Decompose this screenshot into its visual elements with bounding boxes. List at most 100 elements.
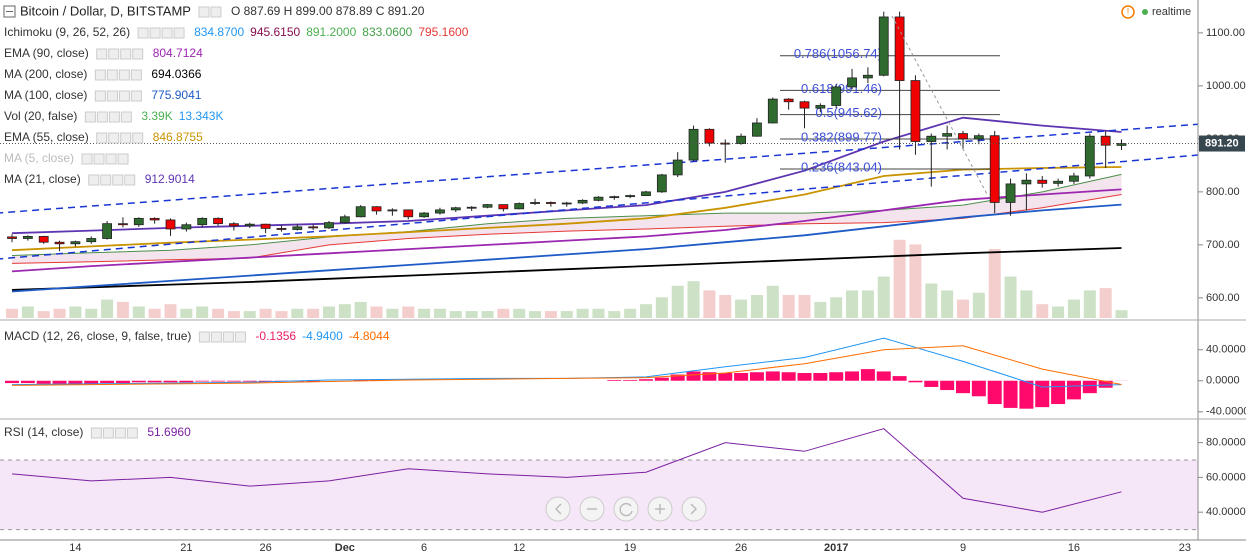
macd-histogram-bar [845, 371, 860, 381]
status-dot [1142, 9, 1148, 15]
legend-icon [96, 48, 108, 60]
candle-body [514, 203, 525, 210]
macd-histogram-bar [892, 376, 907, 381]
signal-line [11, 345, 1122, 386]
candle-body [609, 196, 620, 199]
volume-bar [655, 297, 668, 318]
volume-bar [750, 295, 763, 318]
y-tick-label: 700.00 [1206, 239, 1240, 251]
nav-button[interactable] [681, 496, 707, 522]
macd-histogram-bar [52, 380, 67, 384]
volume-bar [275, 311, 288, 318]
x-tick-label: 23 [1179, 542, 1191, 554]
volume-bar [909, 244, 922, 318]
volume-bar [21, 306, 34, 318]
macd-histogram-bar [607, 379, 622, 381]
y-tick-label: 1100.00 [1206, 27, 1245, 39]
candle-body [197, 217, 208, 226]
volume-bar [370, 306, 383, 318]
macd-histogram-bar [670, 374, 685, 381]
volume-bar [212, 308, 225, 318]
volume-bar [640, 304, 652, 318]
volume-bar [830, 297, 843, 318]
candle-body [466, 206, 477, 209]
volume-bar [402, 306, 415, 318]
status-icon-mark: ! [1127, 6, 1130, 16]
macd-histogram-bar [765, 371, 780, 381]
legend-value: -0.1356 [255, 329, 296, 343]
volume-bar [1004, 276, 1017, 318]
legend-value: 694.0366 [151, 67, 201, 81]
status-icon[interactable] [1121, 5, 1135, 19]
legend-value: 834.8700 [194, 25, 244, 39]
x-tick-label: 2017 [824, 542, 848, 554]
macd-histogram-bar [179, 380, 194, 383]
legend-name: Vol (20, false) [4, 109, 77, 123]
candle-body [260, 223, 271, 229]
x-tick-label: 16 [1068, 542, 1080, 554]
candle-body [118, 223, 128, 226]
candle-body [752, 122, 762, 137]
candle-body [847, 77, 857, 88]
collapse-icon[interactable] [3, 5, 16, 18]
candle-body [1005, 183, 1016, 203]
candle-body [482, 204, 493, 208]
candle-body [371, 206, 382, 212]
legend-value: 3.39K [141, 109, 172, 123]
volume-bar [972, 292, 985, 318]
ichimoku-span [11, 173, 1122, 256]
legend-icon [198, 6, 210, 18]
y-tick-label: 800.00 [1206, 186, 1240, 198]
indicator-line [11, 203, 1122, 293]
x-tick-label: 6 [421, 542, 427, 554]
legend-icon [96, 132, 108, 144]
legend-value: 833.0600 [362, 25, 412, 39]
candle-body [308, 226, 319, 229]
legend-icon [108, 111, 120, 123]
legend-icon [90, 427, 102, 439]
y-tick-label: 1000.00 [1206, 80, 1246, 92]
volume-bar [497, 308, 510, 318]
macd-histogram-bar [211, 380, 226, 382]
nav-icons [554, 502, 698, 517]
legend-icon [108, 48, 120, 60]
candle-body [831, 86, 842, 106]
nav-button[interactable] [613, 496, 639, 522]
legend-name: MA (200, close) [4, 67, 87, 81]
legend-name: MA (100, close) [4, 88, 87, 102]
nav-button[interactable] [545, 496, 571, 522]
candle-body [213, 217, 223, 225]
volume-bar [544, 311, 557, 318]
candle-body [435, 209, 445, 214]
macd-histogram-bar [686, 371, 701, 381]
macd-histogram-bar [639, 379, 653, 381]
candle-body [799, 101, 810, 109]
volume-bar [798, 295, 811, 318]
volume-bar [386, 308, 399, 318]
macd-histogram-bar [20, 380, 35, 384]
volume-bar [877, 276, 890, 318]
legend-icon [130, 90, 142, 102]
pane-title: MACD (12, 26, close, 9, false, true) [4, 329, 191, 343]
legend-icon [130, 69, 142, 81]
candle-body [22, 235, 33, 239]
candle-body [973, 135, 984, 140]
macd-histogram-bar [908, 380, 923, 383]
legend-icon [96, 111, 108, 123]
macd-histogram-bar [1003, 380, 1018, 408]
candle-body [593, 196, 604, 201]
volume-bar [576, 308, 589, 318]
volume-bar [846, 290, 859, 318]
volume-bar [513, 308, 526, 318]
candle-body [767, 98, 778, 124]
volume-bar [433, 308, 446, 318]
candle-body [1037, 179, 1048, 184]
volume-bar [1083, 290, 1096, 318]
x-tick-label: 26 [735, 542, 747, 554]
legend-icon [120, 132, 132, 144]
legend-icon [102, 427, 114, 439]
candle-body [7, 236, 17, 239]
legend-icon [106, 90, 118, 102]
volume-bar [354, 301, 367, 318]
candle-body [815, 105, 826, 109]
